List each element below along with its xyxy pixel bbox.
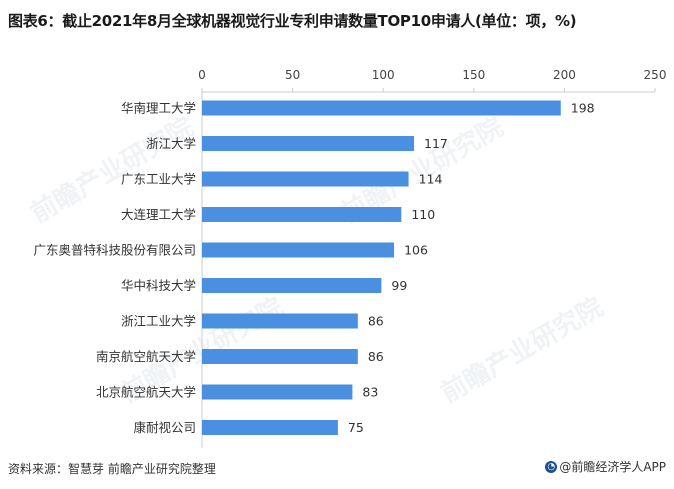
category-label: 南京航空航天大学 [96,349,196,364]
category-label: 广东工业大学 [121,172,196,187]
data-label: 198 [571,101,595,116]
data-label: 86 [368,314,384,329]
x-tick-label: 50 [285,68,300,82]
x-tick-label: 150 [462,68,485,82]
category-label: 浙江工业大学 [121,314,196,329]
data-label: 117 [424,136,448,151]
source-note: 资料来源：智慧芽 前瞻产业研究院整理 [8,462,216,476]
x-tick-label: 0 [198,68,206,82]
category-label: 大连理工大学 [121,207,196,222]
brand-credit: ◔ @前瞻经济学人APP [545,458,666,475]
data-label: 110 [411,207,435,222]
bar [202,100,561,116]
bar [202,349,358,364]
data-label: 114 [419,172,443,187]
bar [202,420,338,435]
bar [202,242,395,258]
bar [202,278,382,293]
bar [202,207,402,222]
brand-logo-icon: ◔ [545,460,558,473]
bar [202,313,358,329]
category-label: 浙江大学 [146,136,196,151]
data-label: 83 [362,385,378,400]
chart-title: 图表6：截止2021年8月全球机器视觉行业专利申请数量TOP10申请人(单位：项… [8,12,577,30]
bar [202,171,409,187]
x-tick-label: 200 [553,68,576,82]
bar [202,384,353,400]
data-label: 99 [391,278,407,293]
data-label: 86 [368,349,384,364]
category-label: 广东奥普特科技股份有限公司 [33,243,196,258]
data-label: 106 [404,243,428,258]
x-tick-label: 250 [644,68,667,82]
x-tick-label: 100 [372,68,395,82]
category-label: 华中科技大学 [121,278,196,293]
category-label: 北京航空航天大学 [96,385,196,400]
category-label: 康耐视公司 [133,420,196,435]
brand-text: @前瞻经济学人APP [559,460,666,474]
bar [202,136,415,151]
data-label: 75 [348,420,364,435]
category-label: 华南理工大学 [121,101,196,116]
